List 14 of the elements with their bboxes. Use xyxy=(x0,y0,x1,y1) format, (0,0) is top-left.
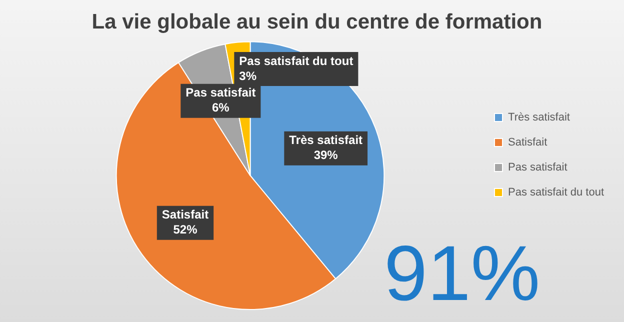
data-label: 6% xyxy=(212,100,230,115)
data-label: 52% xyxy=(173,222,198,237)
slice-label: Pas satisfait xyxy=(186,86,256,100)
data-label: 3% xyxy=(239,68,257,83)
legend-label: Pas satisfait xyxy=(508,162,568,174)
chart-title: La vie globale au sein du centre de formation xyxy=(92,10,542,34)
slice-label: Satisfait xyxy=(162,208,209,222)
slice-label: Pas satisfait du tout xyxy=(239,54,354,68)
legend-label: Satisfait xyxy=(508,136,548,149)
slice-label: Très satisfait xyxy=(289,133,363,148)
legend-label: Très satisfait xyxy=(508,112,570,124)
legend-label: Pas satisfait du tout xyxy=(508,186,604,199)
text: 91% xyxy=(384,229,540,317)
data-label: 39% xyxy=(314,148,338,162)
